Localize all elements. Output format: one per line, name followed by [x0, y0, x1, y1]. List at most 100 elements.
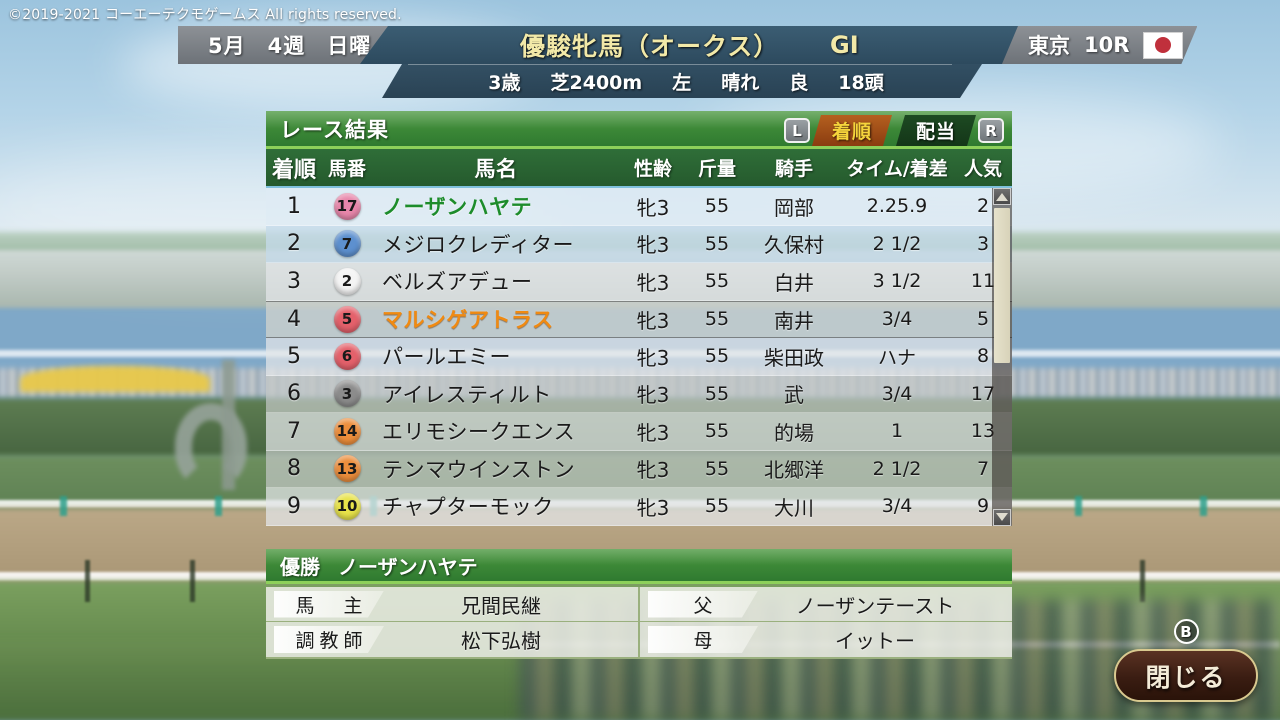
cell-popularity: 13: [970, 420, 996, 443]
cell-jockey: 武: [784, 383, 804, 408]
condition-going: 良: [789, 71, 809, 94]
cell-horse-number: 6: [322, 342, 372, 370]
scroll-up-button[interactable]: [993, 188, 1011, 205]
cell-time: 2 1/2: [872, 457, 922, 480]
cell-jockey: 的場: [774, 420, 814, 445]
detail-row: 調教師 松下弘樹 母 イットー: [266, 622, 1012, 657]
cell-popularity: 11: [970, 270, 996, 293]
cell-rank: 4: [287, 306, 301, 332]
col-sex-age: 性齢: [633, 158, 672, 180]
scroll-down-button[interactable]: [993, 508, 1011, 526]
cell-time: 3/4: [881, 308, 913, 331]
race-result-panel: レース結果 L 着順 配当 R 着順 馬番 馬名 性齢 斤量 騎手 タイム/着差…: [266, 111, 1012, 526]
cell-horse-name[interactable]: テンマウインストン: [382, 457, 576, 482]
race-grade-badge: GⅠ: [830, 31, 859, 59]
detail-label-dam: 母: [648, 626, 758, 653]
cell-jockey: 南井: [774, 308, 814, 333]
table-row[interactable]: 8 13 テンマウインストン 牝3 55 北郷洋 2 1/2 7: [266, 450, 1012, 488]
detail-owner-cell: 馬 主 兄間民継: [266, 587, 638, 621]
cell-rank: 7: [287, 418, 301, 444]
cell-time: 3/4: [881, 495, 913, 518]
cell-weight: 55: [704, 495, 730, 518]
cell-rank: 3: [287, 268, 301, 294]
panel-title: レース結果: [280, 117, 389, 142]
cell-time: 2 1/2: [872, 232, 922, 255]
col-time: タイム/着差: [846, 158, 948, 180]
col-rank: 着順: [271, 157, 316, 183]
cell-weight: 55: [704, 308, 730, 331]
table-row[interactable]: 6 3 アイレスティルト 牝3 55 武 3/4 17: [266, 375, 1012, 413]
cell-horse-name[interactable]: ベルズアデュー: [382, 270, 533, 295]
table-row[interactable]: 5 6 パールエミー 牝3 55 柴田政 ハナ 8: [266, 338, 1012, 376]
table-row[interactable]: 1 17 ノーザンハヤテ 牝3 55 岡部 2.25.9 2: [266, 188, 1012, 226]
table-row[interactable]: 7 14 エリモシークエンス 牝3 55 的場 1 13: [266, 413, 1012, 451]
table-row[interactable]: 4 5 マルシゲアトラス 牝3 55 南井 3/4 5: [266, 300, 1012, 338]
close-button[interactable]: 閉じる: [1114, 649, 1258, 702]
detail-label-trainer: 調教師: [274, 626, 384, 653]
winner-horse-name: ノーザンハヤテ: [338, 554, 478, 579]
cell-horse-name[interactable]: エリモシークエンス: [382, 420, 576, 445]
cell-sex-age: 牝3: [636, 383, 670, 408]
cell-popularity: 2: [976, 195, 990, 218]
cell-sex-age: 牝3: [636, 458, 670, 483]
cell-jockey: 久保村: [764, 233, 824, 258]
cell-horse-name[interactable]: マルシゲアトラス: [382, 308, 554, 333]
cell-rank: 1: [287, 193, 301, 219]
cell-rank: 9: [287, 493, 301, 519]
detail-label-owner: 馬 主: [274, 591, 384, 618]
cell-jockey: 白井: [774, 270, 814, 295]
race-venue-box: 東京 10R: [1002, 26, 1197, 64]
cell-sex-age: 牝3: [636, 233, 670, 258]
tab-finish-order[interactable]: 着順: [812, 115, 892, 146]
results-column-header: 着順 馬番 馬名 性齢 斤量 騎手 タイム/着差 人気: [266, 149, 1012, 188]
horse-number-badge: 10: [333, 492, 361, 520]
detail-value-owner: 兄間民継: [461, 593, 541, 618]
detail-sire-cell: 父 ノーザンテースト: [638, 587, 1012, 621]
horse-number-badge: 6: [333, 342, 361, 370]
panel-header: レース結果 L 着順 配当 R: [266, 111, 1012, 149]
col-popularity: 人気: [963, 158, 1002, 180]
cell-jockey: 大川: [774, 495, 814, 520]
japan-flag-icon: [1143, 32, 1183, 59]
scrollbar-thumb[interactable]: [994, 208, 1010, 363]
cell-popularity: 8: [976, 345, 990, 368]
cell-time: 3 1/2: [872, 270, 922, 293]
cell-horse-name[interactable]: パールエミー: [382, 345, 511, 370]
winner-label: 優勝: [280, 554, 320, 579]
tab-payout[interactable]: 配当: [896, 115, 976, 146]
results-scrollbar[interactable]: [992, 188, 1012, 526]
cell-rank: 8: [287, 456, 301, 482]
cell-horse-name[interactable]: チャプターモック: [382, 495, 554, 520]
cell-rank: 6: [287, 381, 301, 407]
horse-number-badge: 7: [333, 230, 361, 258]
cell-horse-name[interactable]: ノーザンハヤテ: [382, 195, 533, 220]
copyright-notice: ©2019-2021 コーエーテクモゲームス All rights reserv…: [8, 7, 402, 23]
cell-horse-name[interactable]: アイレスティルト: [382, 382, 552, 407]
shoulder-button-l[interactable]: L: [783, 118, 810, 143]
table-row[interactable]: 3 2 ベルズアデュー 牝3 55 白井 3 1/2 11: [266, 263, 1012, 301]
cell-sex-age: 牝3: [636, 308, 670, 333]
cell-horse-name[interactable]: メジロクレディター: [382, 232, 575, 257]
cell-horse-number: 13: [322, 455, 372, 483]
close-control: B 閉じる: [1114, 619, 1258, 702]
race-conditions-bar: 3歳 芝2400m 左 晴れ 良 18頭: [382, 64, 982, 98]
cell-time: ハナ: [877, 346, 916, 369]
cell-weight: 55: [704, 232, 730, 255]
cell-horse-number: 7: [322, 230, 372, 258]
winner-detail-table: 馬 主 兄間民継 父 ノーザンテースト 調教師 松下弘樹 母 イットー: [266, 587, 1012, 659]
condition-field: 18頭: [838, 71, 884, 94]
race-header: 5月 4週 日曜 優駿牝馬（オークス） GⅠ 東京 10R 3歳 芝2400m …: [0, 26, 1280, 98]
race-name: 優駿牝馬（オークス）: [520, 32, 780, 61]
table-row[interactable]: 9 10 チャプターモック 牝3 55 大川 3/4 9: [266, 488, 1012, 526]
race-date: 5月 4週 日曜: [178, 26, 395, 64]
track-pole: [222, 360, 235, 490]
cell-horse-number: 2: [322, 267, 372, 295]
cell-jockey: 柴田政: [764, 345, 824, 370]
table-row[interactable]: 2 7 メジロクレディター 牝3 55 久保村 2 1/2 3: [266, 225, 1012, 263]
tent-shape: [20, 366, 210, 392]
results-rows: 1 17 ノーザンハヤテ 牝3 55 岡部 2.25.9 2 2 7 メジロクレディター 牝3 55 久保…: [266, 188, 1012, 526]
cell-weight: 55: [704, 270, 730, 293]
shoulder-button-r[interactable]: R: [978, 118, 1004, 143]
condition-weather: 晴れ: [721, 71, 760, 94]
col-number: 馬番: [327, 158, 366, 180]
